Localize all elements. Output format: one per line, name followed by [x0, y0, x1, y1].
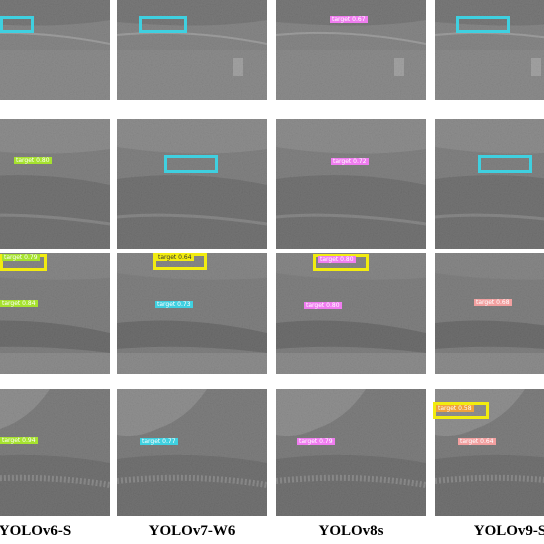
panel-r4-yolov8 [276, 389, 426, 516]
panel-r3-yolov6 [0, 253, 110, 374]
detection-label-r4-c2: target 0.77 [140, 438, 178, 445]
detection-box-r4-c4-a [433, 402, 489, 419]
panel-r4-yolov7 [117, 389, 267, 516]
column-label-yolov7: YOLOv7-W6 [148, 523, 236, 539]
panel-r3-yolov9 [435, 253, 544, 374]
detection-label-r3-c1-b: target 0.84 [0, 300, 38, 307]
detection-box-r2-c4 [478, 155, 532, 173]
detection-label-r2-c3: target 0.72 [331, 158, 369, 165]
panel-r3-yolov7 [117, 253, 267, 374]
panel-r4-yolov6 [0, 389, 110, 516]
column-label-yolov6: YOLOv6-S [0, 523, 72, 539]
detection-label-r3-c2-a: target 0.64 [156, 254, 194, 261]
panel-r1-yolov9 [435, 0, 544, 100]
detection-label-r3-c1-a: target 0.79 [2, 254, 40, 261]
detection-box-r1-c2 [139, 16, 187, 33]
panel-r2-yolov7 [117, 119, 267, 249]
detection-label-r3-c3-b: target 0.80 [304, 302, 342, 309]
panel-r2-yolov8 [276, 119, 426, 249]
panel-r2-yolov6 [0, 119, 110, 249]
detection-label-r3-c2-b: target 0.73 [155, 301, 193, 308]
column-label-yolov8: YOLOv8s [318, 523, 384, 539]
column-label-yolov9: YOLOv9-S [473, 523, 544, 539]
detection-label-r4-c4-a: target 0.58 [436, 405, 474, 412]
detection-label-r3-c4-b: target 0.68 [474, 299, 512, 306]
panel-r1-yolov7 [117, 0, 267, 100]
detection-label-r2-c1: target 0.80 [14, 157, 52, 164]
detection-label-r4-c4-b: target 0.64 [458, 438, 496, 445]
detection-label-r1-c3: target 0.67 [330, 16, 368, 23]
detection-label-r4-c1: target 0.94 [0, 437, 38, 444]
detection-box-r3-c3-a [313, 254, 369, 271]
detection-label-r4-c3: target 0.79 [297, 438, 335, 445]
panel-r3-yolov8 [276, 253, 426, 374]
panel-r2-yolov9 [435, 119, 544, 249]
detection-box-r2-c2 [164, 155, 218, 173]
detection-box-r1-c1 [0, 16, 34, 33]
panel-r1-yolov6 [0, 0, 110, 100]
panel-r1-yolov8 [276, 0, 426, 100]
detection-box-r1-c4 [456, 16, 510, 33]
detection-label-r3-c3-a: target 0.80 [318, 256, 356, 263]
